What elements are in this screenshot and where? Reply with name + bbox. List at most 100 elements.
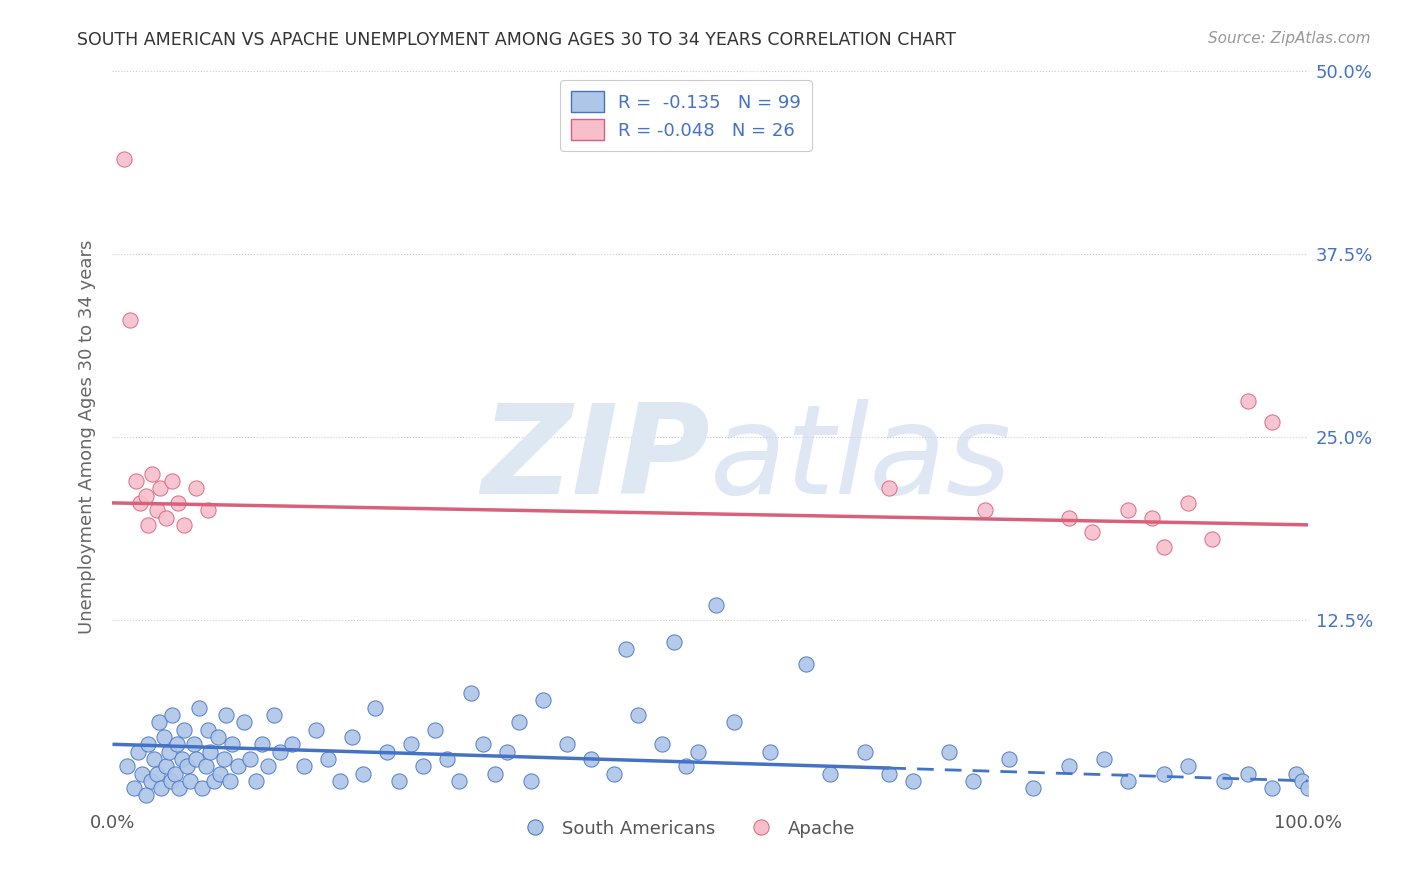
Point xyxy=(179,773,201,788)
Y-axis label: Unemployment Among Ages 30 to 34 years: Unemployment Among Ages 30 to 34 years xyxy=(77,240,96,634)
Point xyxy=(664,635,686,649)
Point xyxy=(329,773,352,788)
Point xyxy=(627,708,650,723)
Point xyxy=(173,723,195,737)
Point xyxy=(759,745,782,759)
Point xyxy=(1153,766,1175,780)
Point xyxy=(127,745,149,759)
Point xyxy=(723,715,745,730)
Point xyxy=(1081,525,1104,540)
Point xyxy=(651,737,673,751)
Point xyxy=(153,730,176,744)
Point xyxy=(218,773,240,788)
Point xyxy=(148,715,170,730)
Point xyxy=(131,766,153,780)
Point xyxy=(120,313,142,327)
Point xyxy=(239,752,262,766)
Point xyxy=(197,723,219,737)
Text: ZIP: ZIP xyxy=(481,399,710,519)
Point xyxy=(1261,416,1284,430)
Point xyxy=(187,700,209,714)
Point xyxy=(122,781,145,796)
Point xyxy=(962,773,984,788)
Point xyxy=(269,745,291,759)
Point xyxy=(412,759,434,773)
Point xyxy=(377,745,399,759)
Point xyxy=(163,766,186,780)
Point xyxy=(1177,759,1199,773)
Point xyxy=(139,773,162,788)
Point xyxy=(353,766,375,780)
Point xyxy=(169,781,191,796)
Point xyxy=(221,737,243,751)
Point xyxy=(135,489,157,503)
Point xyxy=(257,759,280,773)
Point xyxy=(579,752,602,766)
Point xyxy=(138,517,160,532)
Point xyxy=(233,715,256,730)
Point xyxy=(555,737,578,751)
Point xyxy=(162,708,183,723)
Point xyxy=(1057,510,1080,524)
Point xyxy=(1201,533,1223,547)
Point xyxy=(603,766,626,780)
Point xyxy=(162,474,183,488)
Point xyxy=(166,737,188,751)
Point xyxy=(149,481,172,495)
Point xyxy=(818,766,841,780)
Point xyxy=(281,737,304,751)
Legend: South Americans, Apache: South Americans, Apache xyxy=(510,813,862,845)
Point xyxy=(938,745,960,759)
Point xyxy=(794,657,817,671)
Point xyxy=(115,759,138,773)
Point xyxy=(114,152,135,166)
Point xyxy=(155,759,177,773)
Point xyxy=(388,773,411,788)
Point xyxy=(1237,393,1260,408)
Point xyxy=(292,759,315,773)
Point xyxy=(215,708,238,723)
Point xyxy=(1291,773,1313,788)
Point xyxy=(1177,496,1199,510)
Point xyxy=(176,759,198,773)
Point xyxy=(484,766,506,780)
Point xyxy=(675,759,697,773)
Point xyxy=(207,730,229,744)
Point xyxy=(1261,781,1284,796)
Point xyxy=(145,503,167,517)
Point xyxy=(212,752,235,766)
Point xyxy=(1285,766,1308,780)
Point xyxy=(200,745,222,759)
Point xyxy=(202,773,225,788)
Point xyxy=(143,752,166,766)
Point xyxy=(263,708,285,723)
Point xyxy=(401,737,423,751)
Point xyxy=(183,737,205,751)
Point xyxy=(191,781,214,796)
Point xyxy=(170,752,193,766)
Point xyxy=(508,715,530,730)
Point xyxy=(1094,752,1116,766)
Point xyxy=(209,766,232,780)
Point xyxy=(141,467,163,481)
Point xyxy=(425,723,447,737)
Point xyxy=(160,773,183,788)
Point xyxy=(305,723,328,737)
Point xyxy=(155,510,177,524)
Point xyxy=(1237,766,1260,780)
Point xyxy=(129,496,152,510)
Point xyxy=(364,700,387,714)
Point xyxy=(1057,759,1080,773)
Point xyxy=(150,781,173,796)
Point xyxy=(496,745,519,759)
Point xyxy=(173,517,195,532)
Point xyxy=(186,481,208,495)
Point xyxy=(197,503,219,517)
Point xyxy=(520,773,543,788)
Point xyxy=(194,759,217,773)
Point xyxy=(138,737,160,751)
Point xyxy=(1213,773,1236,788)
Point xyxy=(245,773,267,788)
Point xyxy=(226,759,249,773)
Point xyxy=(250,737,273,751)
